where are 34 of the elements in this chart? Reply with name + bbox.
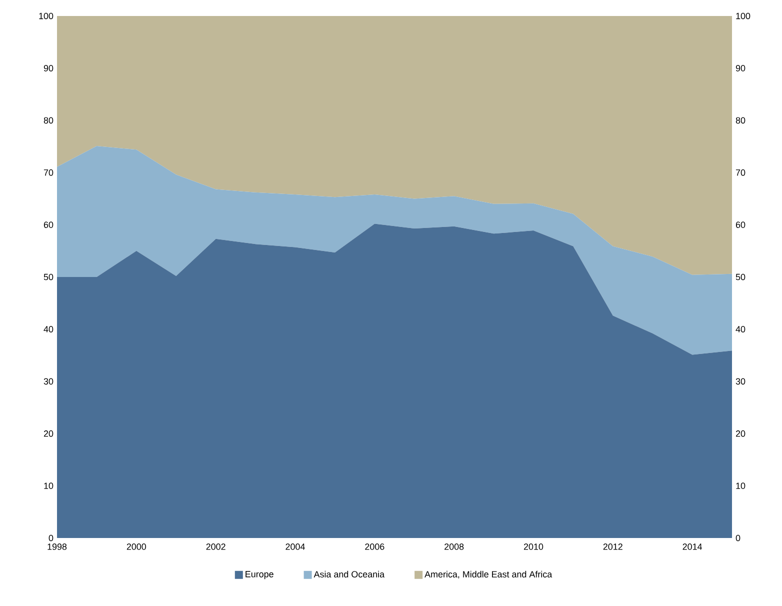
y-tick-label: 90 <box>44 65 54 72</box>
x-tick-label: 2006 <box>365 544 384 550</box>
x-tick-label: 2004 <box>286 544 305 550</box>
y2-tick-label: 50 <box>736 274 746 280</box>
x-tick-label: 1998 <box>48 544 67 550</box>
legend-label: Europe <box>246 571 274 580</box>
x-tick-label: 2012 <box>603 544 622 550</box>
y-tick-label: 10 <box>44 482 54 489</box>
y-tick-label: 60 <box>44 222 54 228</box>
y2-tick-label: 90 <box>736 65 746 72</box>
y-tick-label: 50 <box>44 274 54 280</box>
y-tick-label: 40 <box>44 326 54 332</box>
legend-label: Asia and Oceania <box>314 570 385 578</box>
x-tick-label: 2014 <box>682 544 702 550</box>
y2-tick-label: 20 <box>736 430 746 437</box>
legend-label: America, Middle East and Africa <box>424 570 552 579</box>
y-tick-label: 30 <box>44 378 54 385</box>
y-tick-label: 80 <box>44 117 54 124</box>
x-tick-label: 2010 <box>524 544 544 550</box>
y2-tick-label: 60 <box>736 222 746 228</box>
y2-tick-label: 80 <box>736 117 746 124</box>
x-tick-label: 2008 <box>444 544 464 550</box>
y-tick-label: 0 <box>48 534 54 542</box>
y2-tick-label: 30 <box>736 378 746 385</box>
y2-tick-label: 0 <box>736 534 740 542</box>
y2-tick-label: 40 <box>736 326 746 332</box>
y2-tick-label: 70 <box>736 169 746 176</box>
y-tick-label: 100 <box>39 12 54 20</box>
y2-tick-label: 10 <box>736 482 746 489</box>
y-tick-label: 20 <box>44 430 54 437</box>
y-tick-label: 70 <box>44 169 54 176</box>
y2-tick-label: 100 <box>736 12 750 20</box>
x-tick-label: 2000 <box>126 544 146 550</box>
x-tick-label: 2002 <box>206 544 226 550</box>
